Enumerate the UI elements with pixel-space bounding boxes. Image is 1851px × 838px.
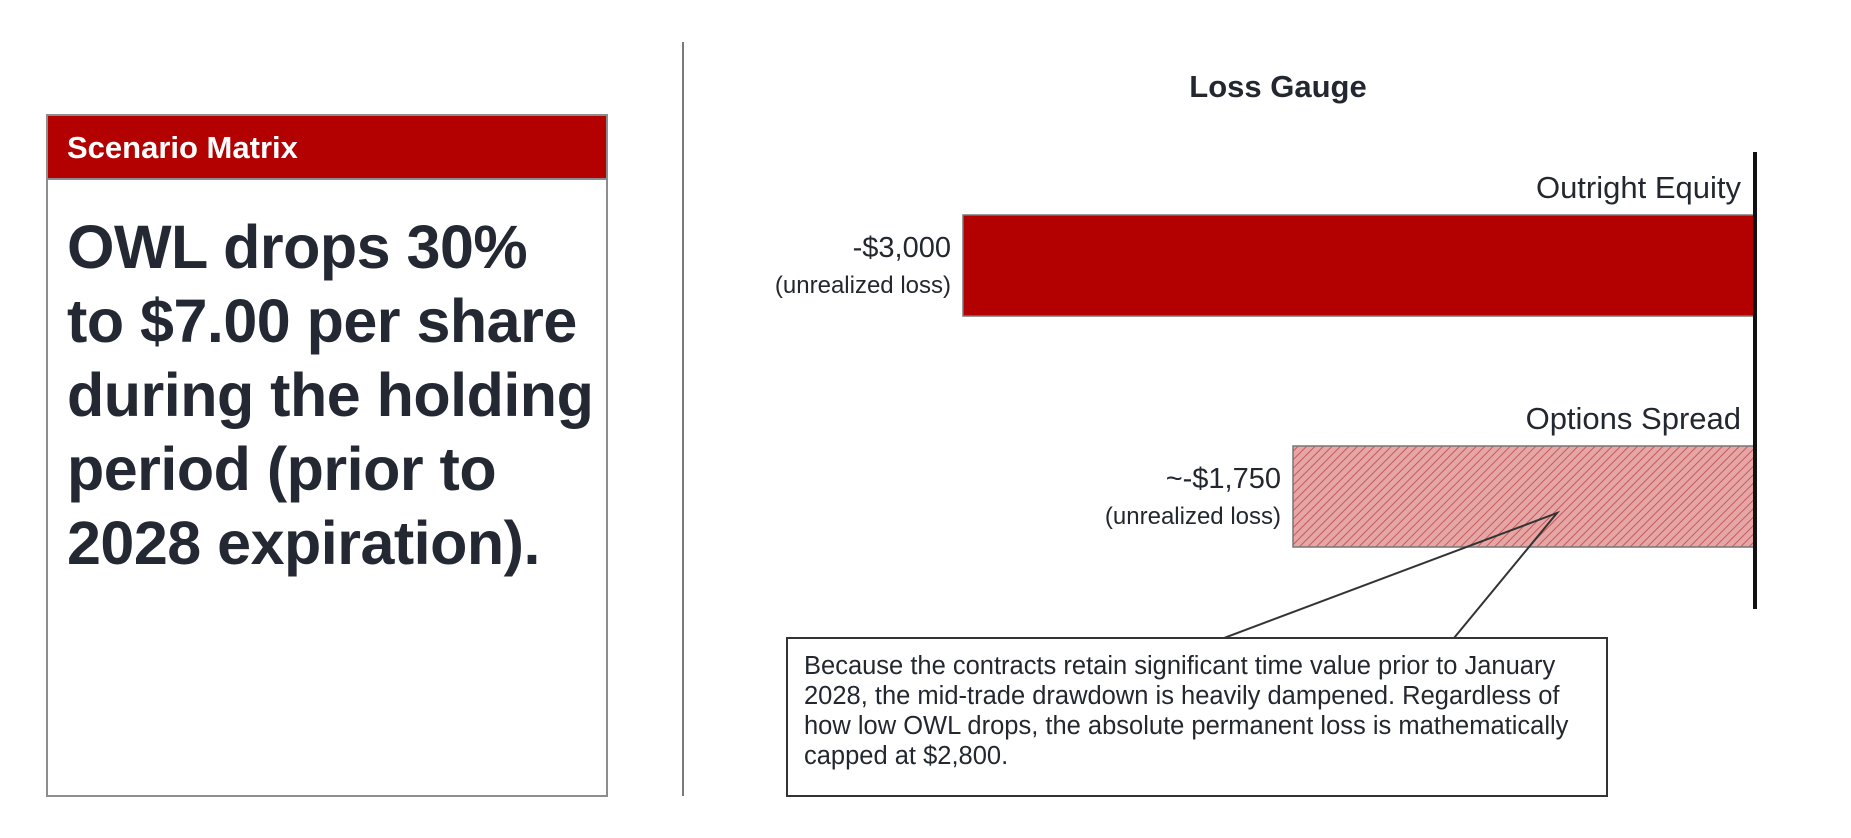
value-label: ~-$1,750	[1166, 463, 1281, 495]
bar-outright-equity	[962, 214, 1756, 317]
bar-options-spread	[1292, 445, 1756, 548]
callout-pointer	[1223, 510, 1561, 639]
bars-layer: Outright Equity -$3,000 (unrealized loss) O…	[775, 170, 1756, 548]
loss-gauge-chart: Loss Gauge Outright Equity -$3,000 (unreal…	[700, 0, 1851, 838]
chart-title: Loss Gauge	[1189, 69, 1366, 104]
scenario-text: OWL drops 30% to $7.00 per share during …	[67, 213, 594, 577]
scenario-card: Scenario Matrix OWL drops 30% to $7.00 p…	[46, 114, 608, 797]
value-sublabel: (unrealized loss)	[775, 272, 951, 299]
value-label: -$3,000	[853, 232, 951, 264]
value-sublabel: (unrealized loss)	[1105, 503, 1281, 530]
loss-gauge-svg: Loss Gauge Outright Equity -$3,000 (unreal…	[775, 69, 1757, 639]
category-label: Outright Equity	[1536, 170, 1742, 205]
callout-box: Because the contracts retain significant…	[786, 637, 1608, 797]
panel-divider	[682, 42, 684, 796]
category-label: Options Spread	[1526, 401, 1741, 436]
scenario-header: Scenario Matrix	[48, 116, 606, 180]
